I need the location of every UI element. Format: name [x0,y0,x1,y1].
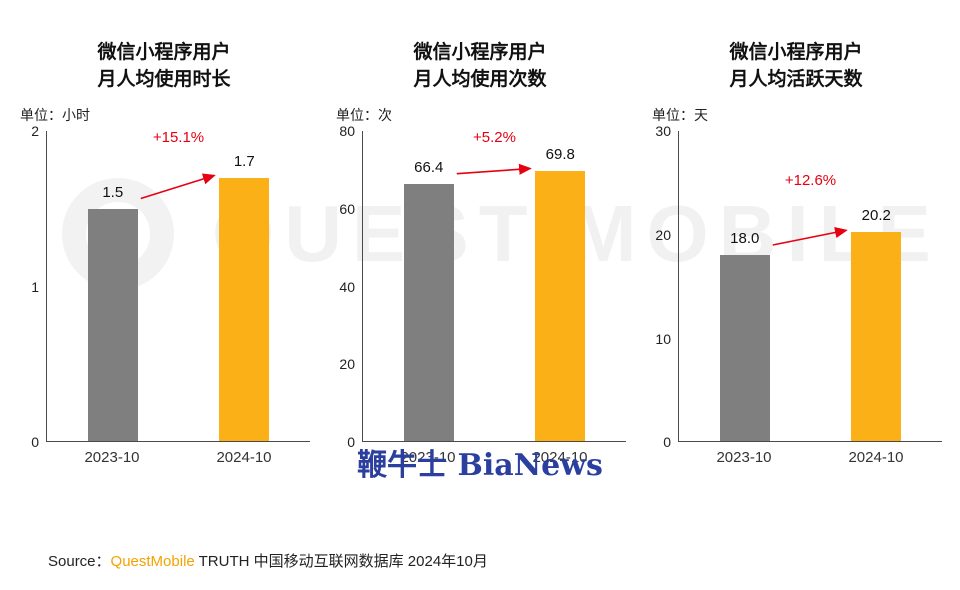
y-axis-tick: 30 [655,123,671,140]
chart-title-line2: 月人均使用次数 [413,68,547,90]
chart-title-line2: 月人均使用时长 [97,68,231,90]
x-label-2024: 2024-10 [848,449,904,467]
bar-value-2023: 66.4 [414,158,444,176]
growth-arrow-icon [456,163,532,176]
y-axis-tick: 20 [655,226,671,243]
source-prefix: Source： [48,553,111,570]
source-rest: TRUTH 中国移动互联网数据库 2024年10月 [194,553,488,570]
charts-row: 微信小程序用户 月人均使用时长 单位：小时 0 1 2 1.5 1.7 +15.1% [0,40,960,471]
chart-title-line1: 微信小程序用户 [97,42,231,63]
source-brand: QuestMobile [110,553,195,570]
growth-label: +15.1% [152,129,205,147]
y-axis-tick: 2 [31,123,39,140]
chart-title-line2: 月人均活跃天数 [729,68,863,90]
plot-area: 18.0 20.2 +12.6% [678,131,942,443]
y-axis-tick: 40 [339,278,355,295]
x-label-2023: 2023-10 [84,449,140,467]
chart-title: 微信小程序用户 月人均使用次数 [334,40,626,93]
bar-2023 [87,208,138,442]
bar-2024 [535,170,586,442]
growth-label: +12.6% [784,172,837,190]
plot-wrap: 0 10 20 30 18.0 20.2 +12.6% [650,124,942,449]
chart-monthly-usage-count: 微信小程序用户 月人均使用次数 单位：次 0 20 40 60 80 66.4 69.8… [334,40,626,471]
chart-title-line1: 微信小程序用户 [413,42,547,63]
unit-label: 单位：天 [652,107,708,124]
y-axis-tick: 0 [663,434,671,451]
plot-area: 1.5 1.7 +15.1% [46,129,310,443]
bar-2023 [403,183,454,442]
plot-wrap: 0 20 40 60 80 66.4 69.8 +5.2% [334,124,626,449]
plot-area: 66.4 69.8 +5.2% [362,129,626,443]
x-label-2024: 2024-10 [532,449,588,467]
chart-title: 微信小程序用户 月人均使用时长 [18,40,310,93]
bar-value-2024: 20.2 [861,207,891,225]
bar-2024 [219,177,270,442]
bar-value-2023: 18.0 [730,230,760,248]
y-axis-tick: 0 [347,434,355,451]
x-axis-labels: 2023-10 2024-10 [46,449,310,471]
y-axis-tick: 0 [31,434,39,451]
y-axis: 0 10 20 30 [650,124,678,449]
bar-value-2024: 69.8 [545,145,575,163]
y-axis-tick: 10 [655,330,671,347]
chart-monthly-usage-duration: 微信小程序用户 月人均使用时长 单位：小时 0 1 2 1.5 1.7 +15.1% [18,40,310,471]
unit-label: 单位：小时 [20,107,90,124]
chart-title: 微信小程序用户 月人均活跃天数 [650,40,942,93]
plot-wrap: 0 1 2 1.5 1.7 +15.1% [18,124,310,449]
x-axis-labels: 2023-10 2024-10 [678,449,942,471]
y-axis-tick: 60 [339,200,355,217]
growth-arrow-icon [140,173,216,200]
y-axis: 0 1 2 [18,124,46,449]
bar-2024 [851,232,902,442]
x-label-2023: 2023-10 [400,449,456,467]
bar-value-2023: 1.5 [102,183,124,201]
y-axis: 0 20 40 60 80 [334,124,362,449]
x-label-2023: 2023-10 [716,449,772,467]
x-label-2024: 2024-10 [216,449,272,467]
chart-monthly-active-days: 微信小程序用户 月人均活跃天数 单位：天 0 10 20 30 18.0 20.2 +… [650,40,942,471]
x-axis-labels: 2023-10 2024-10 [362,449,626,471]
chart-title-line1: 微信小程序用户 [729,42,863,63]
unit-label: 单位：次 [336,107,392,124]
y-axis-tick: 20 [339,356,355,373]
bar-2023 [719,255,770,442]
bar-value-2024: 1.7 [233,152,255,170]
growth-label: +5.2% [473,129,516,147]
y-axis-tick: 1 [31,278,39,295]
growth-arrow-icon [772,227,848,246]
source-line: Source：QuestMobile TRUTH 中国移动互联网数据库 2024… [48,550,488,571]
y-axis-tick: 80 [339,123,355,140]
